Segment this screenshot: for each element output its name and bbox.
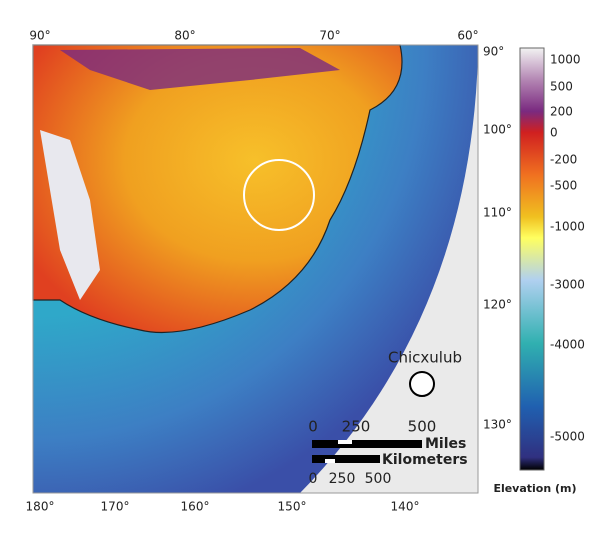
miles-tick: 250 xyxy=(342,418,371,436)
bottom-degree-label: 160° xyxy=(181,500,210,514)
bottom-degree-label: 140° xyxy=(391,500,420,514)
mountains xyxy=(40,130,100,300)
legend-tick: -500 xyxy=(550,179,577,193)
miles-tick: 0 xyxy=(308,418,318,436)
land xyxy=(32,44,403,334)
legend-tick: -5000 xyxy=(550,430,585,444)
legend-tick: 0 xyxy=(550,126,558,140)
right-degree-label: 90° xyxy=(483,45,504,59)
bar-gap xyxy=(338,440,352,444)
legend-title: Elevation (m) xyxy=(493,482,576,495)
top-degree-label: 60° xyxy=(457,29,478,43)
right-degree-label: 130° xyxy=(483,418,512,432)
crater-label: Chicxulub xyxy=(388,349,462,367)
bottom-degree-label: 150° xyxy=(278,500,307,514)
colorbar xyxy=(519,47,545,471)
map-frame xyxy=(32,44,479,494)
legend-tick: -1000 xyxy=(550,220,585,234)
legend-tick: -3000 xyxy=(550,278,585,292)
crater-ring xyxy=(243,159,315,231)
bottom-degree-label: 180° xyxy=(26,500,55,514)
km-tick: 250 xyxy=(329,471,356,487)
highland xyxy=(60,48,340,90)
right-degree-label: 110° xyxy=(483,206,512,220)
km-tick: 0 xyxy=(309,471,318,487)
miles-unit: Miles xyxy=(425,436,466,452)
miles-bar xyxy=(312,440,422,448)
km-tick: 500 xyxy=(365,471,392,487)
right-degree-label: 120° xyxy=(483,298,512,312)
right-degree-label: 100° xyxy=(483,123,512,137)
legend-tick: 1000 xyxy=(550,53,581,67)
legend-tick: -200 xyxy=(550,153,577,167)
miles-tick: 500 xyxy=(408,418,437,436)
legend-tick: 500 xyxy=(550,80,573,94)
top-degree-label: 80° xyxy=(174,29,195,43)
legend-tick: 200 xyxy=(550,105,573,119)
bottom-degree-label: 170° xyxy=(101,500,130,514)
top-degree-label: 70° xyxy=(319,29,340,43)
km-bar xyxy=(312,455,380,463)
km-unit: Kilometers xyxy=(382,452,468,468)
crater-icon xyxy=(409,371,435,397)
legend-tick: -4000 xyxy=(550,338,585,352)
bar-gap xyxy=(325,459,335,463)
top-degree-label: 90° xyxy=(29,29,50,43)
